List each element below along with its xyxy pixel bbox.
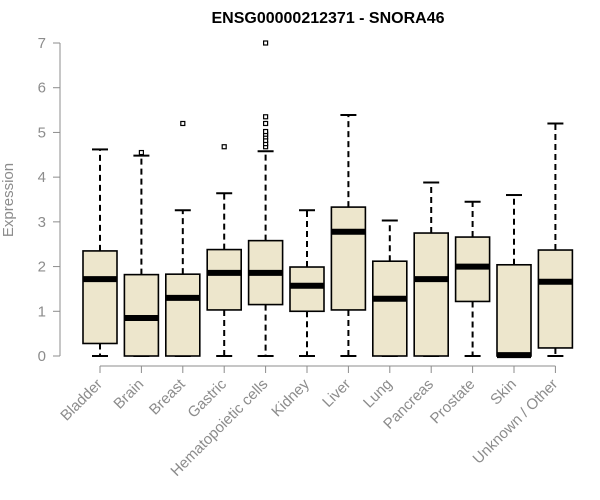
box-kidney xyxy=(289,209,325,357)
outlier-point xyxy=(263,120,269,127)
outlier-point xyxy=(180,120,186,127)
iqr-box xyxy=(330,206,367,311)
y-axis: 0 1 2 3 4 5 6 7 xyxy=(38,35,61,365)
iqr-box xyxy=(537,249,574,349)
outlier-point xyxy=(263,128,269,135)
boxes-group xyxy=(82,40,574,359)
box-bladder xyxy=(82,148,118,357)
box-breast xyxy=(165,120,201,357)
iqr-box xyxy=(413,232,450,357)
y-tick-label: 4 xyxy=(38,169,46,186)
y-axis-label: Expression xyxy=(0,163,17,237)
iqr-box xyxy=(165,273,201,357)
outlier-point xyxy=(263,114,269,120)
box-hematopoietic-cells xyxy=(247,40,284,357)
outlier-point xyxy=(263,40,269,46)
box-liver xyxy=(330,113,367,357)
y-tick-label: 7 xyxy=(38,35,46,52)
iqr-box xyxy=(206,248,242,311)
iqr-box xyxy=(289,266,325,313)
box-pancreas xyxy=(413,181,450,357)
y-tick-label: 3 xyxy=(38,214,46,231)
iqr-box xyxy=(371,260,408,357)
x-tick-label: Liver xyxy=(319,376,354,411)
outlier-point xyxy=(221,144,227,150)
iqr-box xyxy=(496,263,532,357)
x-tick-label: Lung xyxy=(360,376,396,412)
outlier-point xyxy=(138,149,144,156)
box-lung xyxy=(371,219,408,357)
box-prostate xyxy=(454,200,491,357)
x-tick-label: Breast xyxy=(146,375,189,418)
y-tick-label: 5 xyxy=(38,124,46,141)
x-tick-label: Kidney xyxy=(268,375,313,420)
box-brain xyxy=(123,149,160,357)
x-tick-label: Bladder xyxy=(57,376,106,425)
iqr-box xyxy=(82,250,118,345)
chart-title: ENSG00000212371 - SNORA46 xyxy=(211,10,444,27)
y-tick-label: 1 xyxy=(38,303,46,320)
x-tick-label: Prostate xyxy=(427,376,479,428)
box-gastric xyxy=(206,144,242,357)
x-tick-label: Brain xyxy=(110,376,147,413)
box-unknown-other xyxy=(537,122,574,357)
x-tick-label: Skin xyxy=(487,376,520,409)
y-tick-label: 0 xyxy=(38,348,46,365)
y-tick-label: 2 xyxy=(38,259,46,276)
y-tick-label: 6 xyxy=(38,80,46,97)
box-skin xyxy=(496,194,532,359)
